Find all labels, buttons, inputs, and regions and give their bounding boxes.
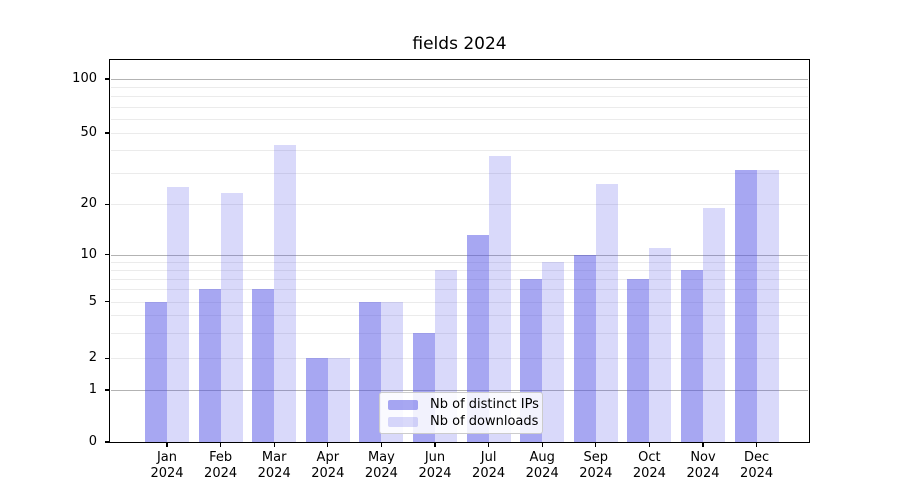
bar-nb-of-downloads-dec-2024 <box>756 170 779 442</box>
gridline-y-5 <box>111 301 808 303</box>
chart-title: fields 2024 <box>412 34 507 54</box>
x-tick-label-sep-2024: Sep 2024 <box>579 450 613 481</box>
y-tick-label-10: 10 <box>80 246 97 262</box>
gridline-y-30 <box>111 172 808 174</box>
x-tick-apr-2024 <box>327 442 329 447</box>
y-tick-100 <box>105 78 110 80</box>
bar-nb-of-distinct-ips-nov-2024 <box>681 269 703 442</box>
gridline-y-2 <box>111 358 808 360</box>
bar-nb-of-downloads-sep-2024 <box>595 183 618 442</box>
gridline-y-40 <box>111 150 808 152</box>
bar-nb-of-distinct-ips-oct-2024 <box>627 278 650 442</box>
y-tick-20 <box>105 203 110 205</box>
x-tick-label-dec-2024: Dec 2024 <box>740 450 774 481</box>
x-tick-jul-2024 <box>487 442 490 447</box>
y-tick-label-100: 100 <box>72 71 97 86</box>
y-tick-0 <box>105 441 110 443</box>
x-tick-label-jun-2024: Jun 2024 <box>418 450 452 481</box>
x-tick-label-feb-2024: Feb 2024 <box>204 450 238 481</box>
y-tick-label-1: 1 <box>88 382 97 397</box>
legend-swatch-downloads <box>388 416 418 427</box>
gridline-y-9 <box>111 261 808 263</box>
gridline-y-90 <box>111 87 808 89</box>
gridline-y-50 <box>111 133 808 134</box>
x-tick-label-mar-2024: Mar 2024 <box>257 450 291 481</box>
x-tick-aug-2024 <box>541 442 543 447</box>
bar-nb-of-downloads-aug-2024 <box>542 261 565 442</box>
y-tick-label-20: 20 <box>80 196 97 212</box>
x-tick-may-2024 <box>380 442 383 447</box>
legend-item-downloads: Nb of downloads <box>388 414 538 429</box>
bar-nb-of-downloads-oct-2024 <box>649 247 672 442</box>
x-tick-jan-2024 <box>166 442 168 447</box>
x-tick-label-jul-2024: Jul 2024 <box>472 450 506 481</box>
legend-label-downloads: Nb of downloads <box>430 414 539 429</box>
legend-item-distinct-ips: Nb of distinct IPs <box>388 397 539 412</box>
x-tick-oct-2024 <box>648 442 651 447</box>
x-tick-label-nov-2024: Nov 2024 <box>686 450 720 481</box>
y-tick-label-50: 50 <box>80 125 97 140</box>
x-tick-label-jan-2024: Jan 2024 <box>150 450 184 481</box>
bar-nb-of-distinct-ips-dec-2024 <box>734 170 757 442</box>
gridline-y-6 <box>111 289 808 291</box>
gridline-y-1 <box>111 390 808 391</box>
y-tick-50 <box>105 132 110 134</box>
legend-swatch-distinct-ips <box>388 399 418 410</box>
x-tick-label-apr-2024: Apr 2024 <box>311 450 345 481</box>
bar-nb-of-distinct-ips-mar-2024 <box>252 289 275 442</box>
gridline-y-3 <box>111 333 808 335</box>
y-tick-label-0: 0 <box>88 434 97 449</box>
gridline-y-80 <box>111 96 808 98</box>
gridline-y-70 <box>111 106 808 108</box>
gridline-y-7 <box>111 278 808 280</box>
legend: Nb of distinct IPs Nb of downloads <box>379 392 543 434</box>
gridline-y-4 <box>111 315 808 317</box>
gridline-y-20 <box>111 204 808 206</box>
x-tick-label-may-2024: May 2024 <box>364 450 398 481</box>
bar-nb-of-downloads-nov-2024 <box>703 208 725 442</box>
y-tick-2 <box>105 357 110 359</box>
y-tick-1 <box>105 389 110 391</box>
y-tick-label-5: 5 <box>88 293 97 309</box>
bar-nb-of-distinct-ips-may-2024 <box>359 301 382 442</box>
x-tick-nov-2024 <box>702 442 704 447</box>
x-tick-feb-2024 <box>219 442 222 447</box>
legend-label-distinct-ips: Nb of distinct IPs <box>430 397 539 412</box>
bar-nb-of-downloads-feb-2024 <box>220 193 243 442</box>
x-tick-label-oct-2024: Oct 2024 <box>632 450 666 481</box>
gridline-y-60 <box>111 118 808 120</box>
bar-nb-of-distinct-ips-sep-2024 <box>573 254 596 442</box>
bar-nb-of-distinct-ips-apr-2024 <box>305 358 328 442</box>
y-tick-10 <box>105 253 110 256</box>
bar-nb-of-downloads-jan-2024 <box>167 186 189 442</box>
gridline-y-10 <box>111 254 808 256</box>
gridline-y-100 <box>111 79 808 80</box>
bar-nb-of-downloads-mar-2024 <box>274 144 297 442</box>
x-tick-jun-2024 <box>434 442 436 447</box>
y-tick-label-2: 2 <box>88 350 97 366</box>
x-tick-label-aug-2024: Aug 2024 <box>525 450 559 481</box>
x-tick-mar-2024 <box>273 442 275 447</box>
gridline-y-8 <box>111 269 808 271</box>
bar-nb-of-distinct-ips-jul-2024 <box>466 235 489 442</box>
x-tick-dec-2024 <box>755 442 758 447</box>
x-tick-sep-2024 <box>595 442 597 447</box>
bar-nb-of-downloads-jul-2024 <box>488 156 511 442</box>
bar-nb-of-downloads-apr-2024 <box>327 358 350 442</box>
bar-nb-of-distinct-ips-jan-2024 <box>145 301 167 442</box>
bar-nb-of-distinct-ips-feb-2024 <box>198 289 221 442</box>
y-tick-5 <box>105 301 110 303</box>
